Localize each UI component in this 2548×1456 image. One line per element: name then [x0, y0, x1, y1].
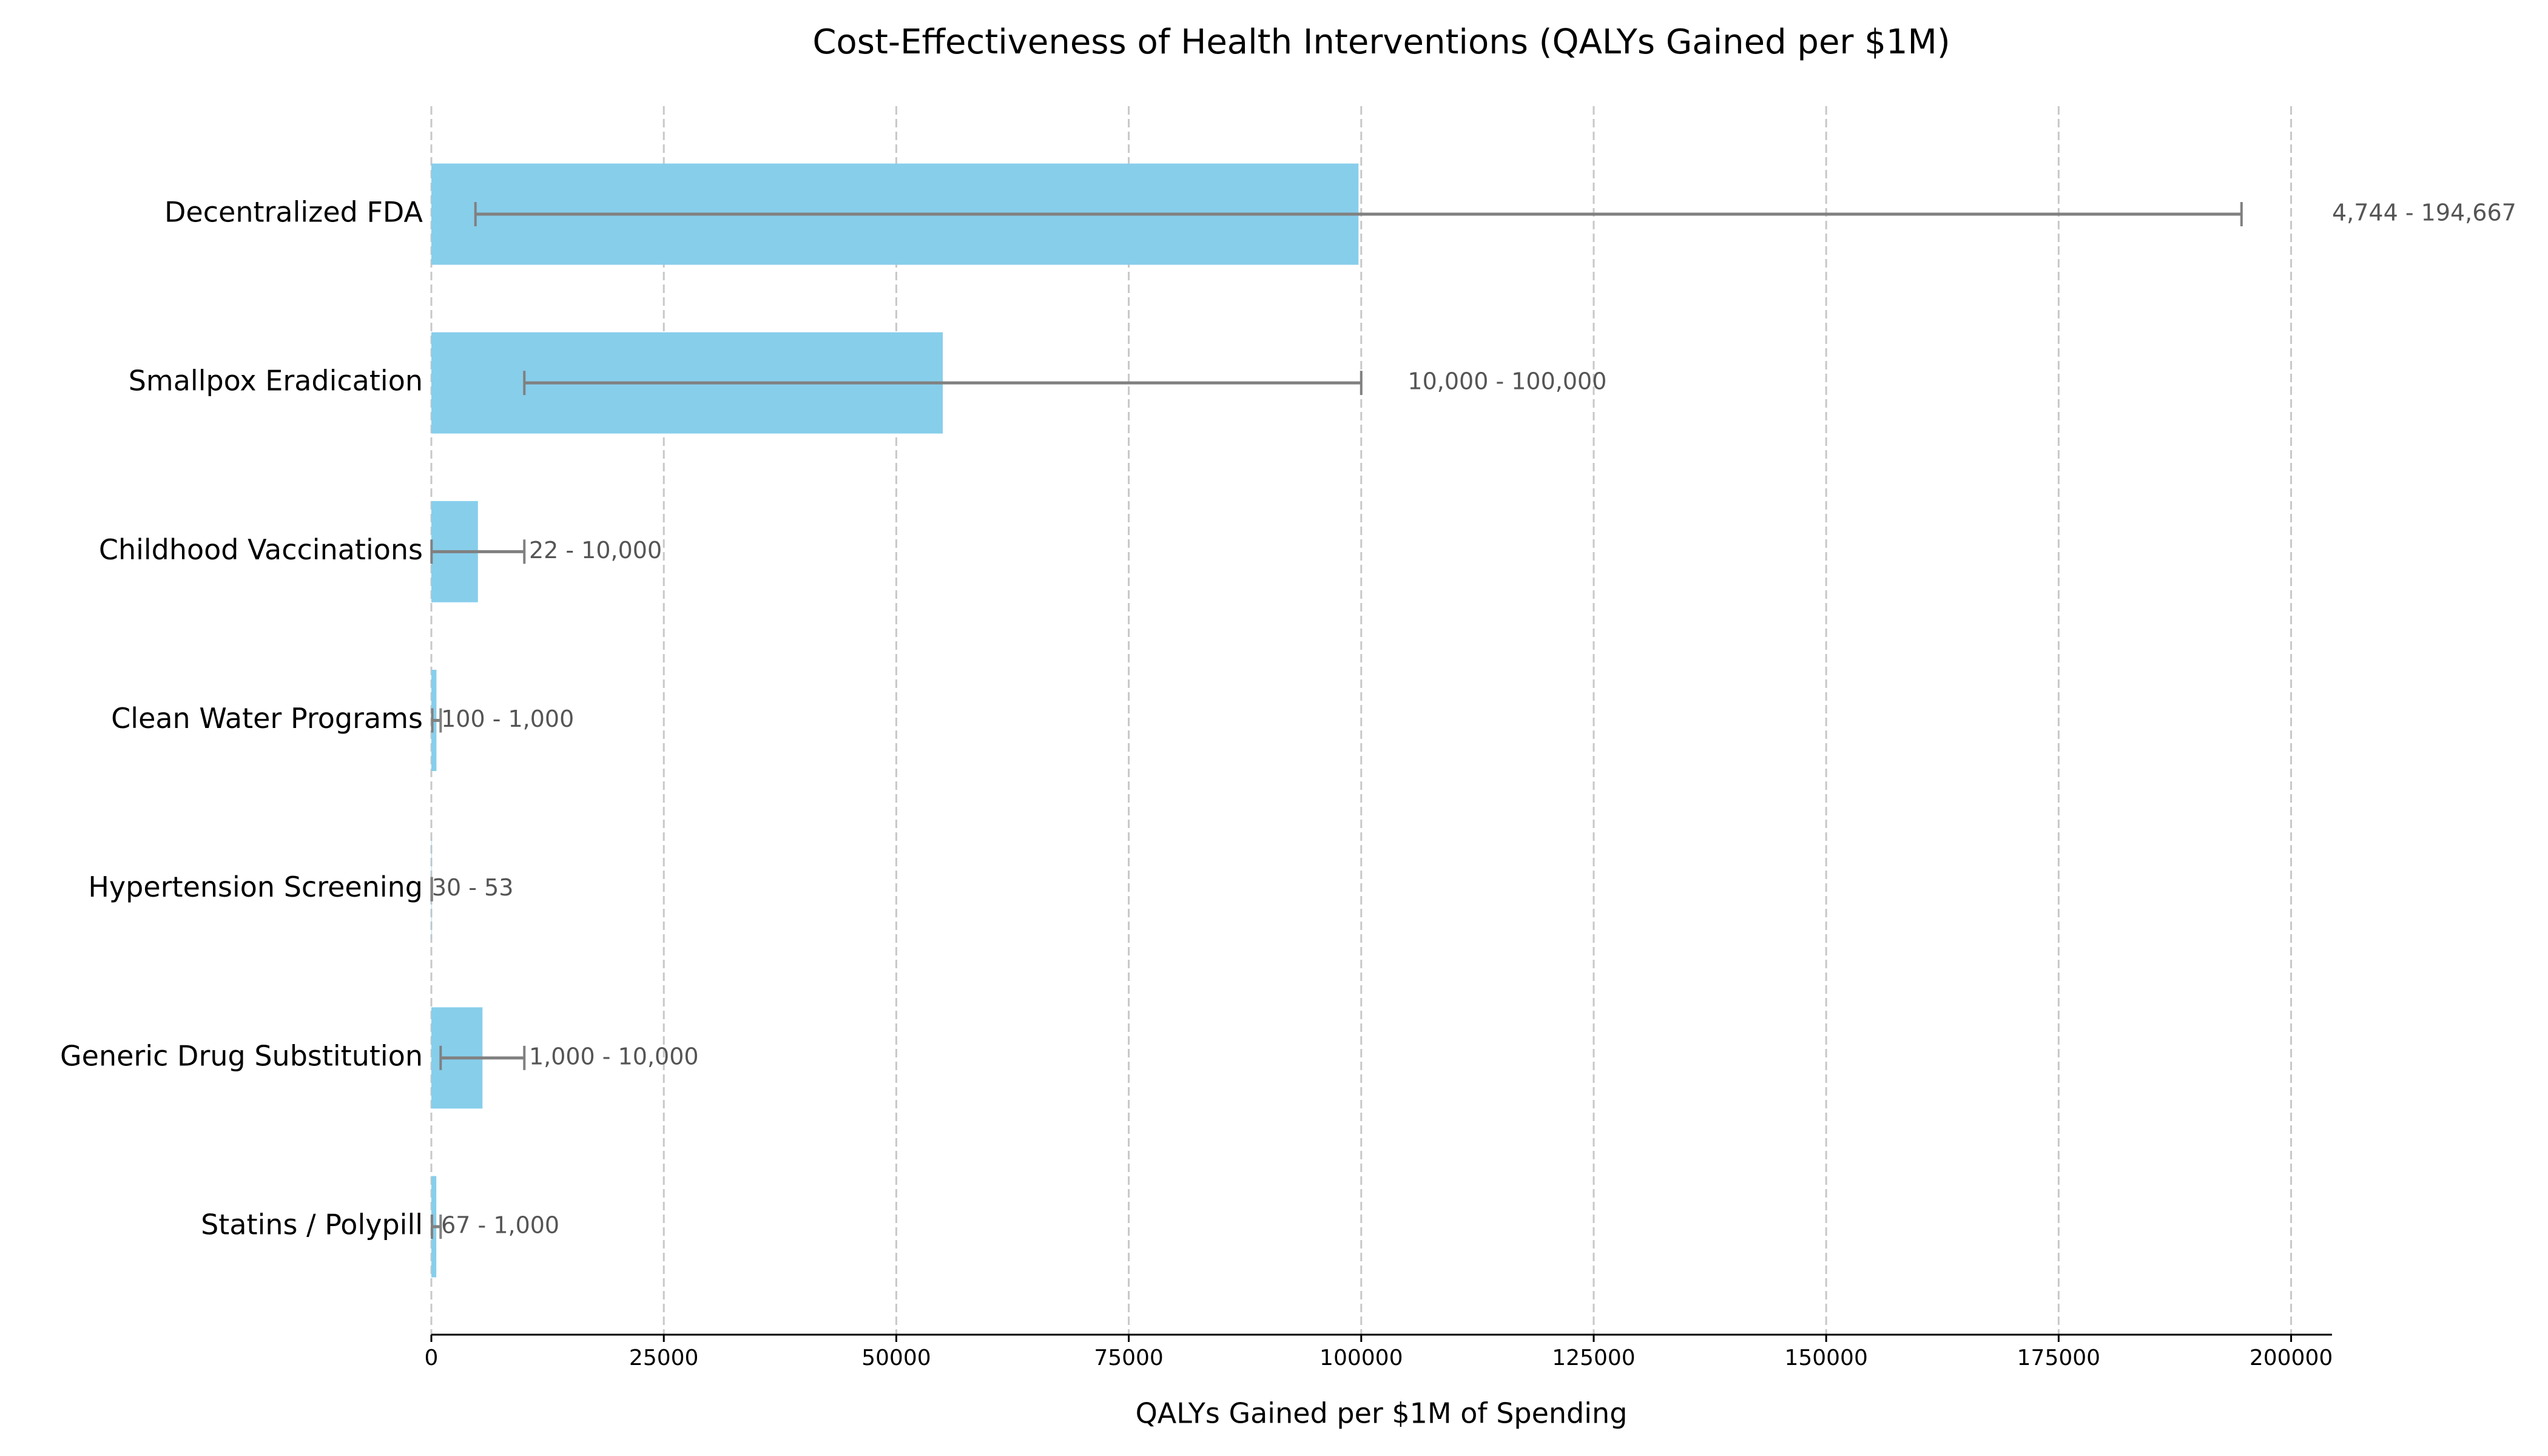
x-tick-label: 0: [425, 1346, 439, 1370]
x-tick-label: 125000: [1552, 1346, 1635, 1370]
range-label: 1,000 - 10,000: [529, 1043, 699, 1070]
y-tick-label: Smallpox Eradication: [129, 365, 423, 397]
range-label: 4,744 - 194,667: [2332, 200, 2516, 226]
range-label: 10,000 - 100,000: [1407, 368, 1606, 395]
range-label: 67 - 1,000: [441, 1212, 559, 1239]
y-tick-label: Childhood Vaccinations: [99, 533, 423, 566]
x-tick-label: 50000: [861, 1346, 931, 1370]
y-tick-label: Hypertension Screening: [88, 871, 423, 903]
y-tick-label: Statins / Polypill: [201, 1208, 423, 1241]
y-tick-label: Decentralized FDA: [164, 196, 423, 229]
chart-title: Cost-Effectiveness of Health Interventio…: [812, 22, 1950, 62]
x-tick-label: 75000: [1094, 1346, 1164, 1370]
range-label: 100 - 1,000: [441, 706, 574, 732]
y-tick-label: Clean Water Programs: [111, 702, 423, 735]
x-tick-label: 200000: [2250, 1346, 2333, 1370]
x-tick-label: 25000: [629, 1346, 699, 1370]
y-tick-label: Generic Drug Substitution: [60, 1039, 423, 1072]
x-tick-label: 150000: [1784, 1346, 1867, 1370]
x-tick-label: 100000: [1320, 1346, 1403, 1370]
range-label: 30 - 53: [432, 874, 514, 901]
x-axis-label: QALYs Gained per $1M of Spending: [1136, 1397, 1628, 1430]
range-label: 22 - 10,000: [529, 537, 662, 564]
x-tick-label: 175000: [2017, 1346, 2100, 1370]
